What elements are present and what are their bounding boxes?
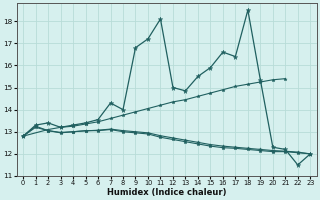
X-axis label: Humidex (Indice chaleur): Humidex (Indice chaleur) <box>107 188 227 197</box>
